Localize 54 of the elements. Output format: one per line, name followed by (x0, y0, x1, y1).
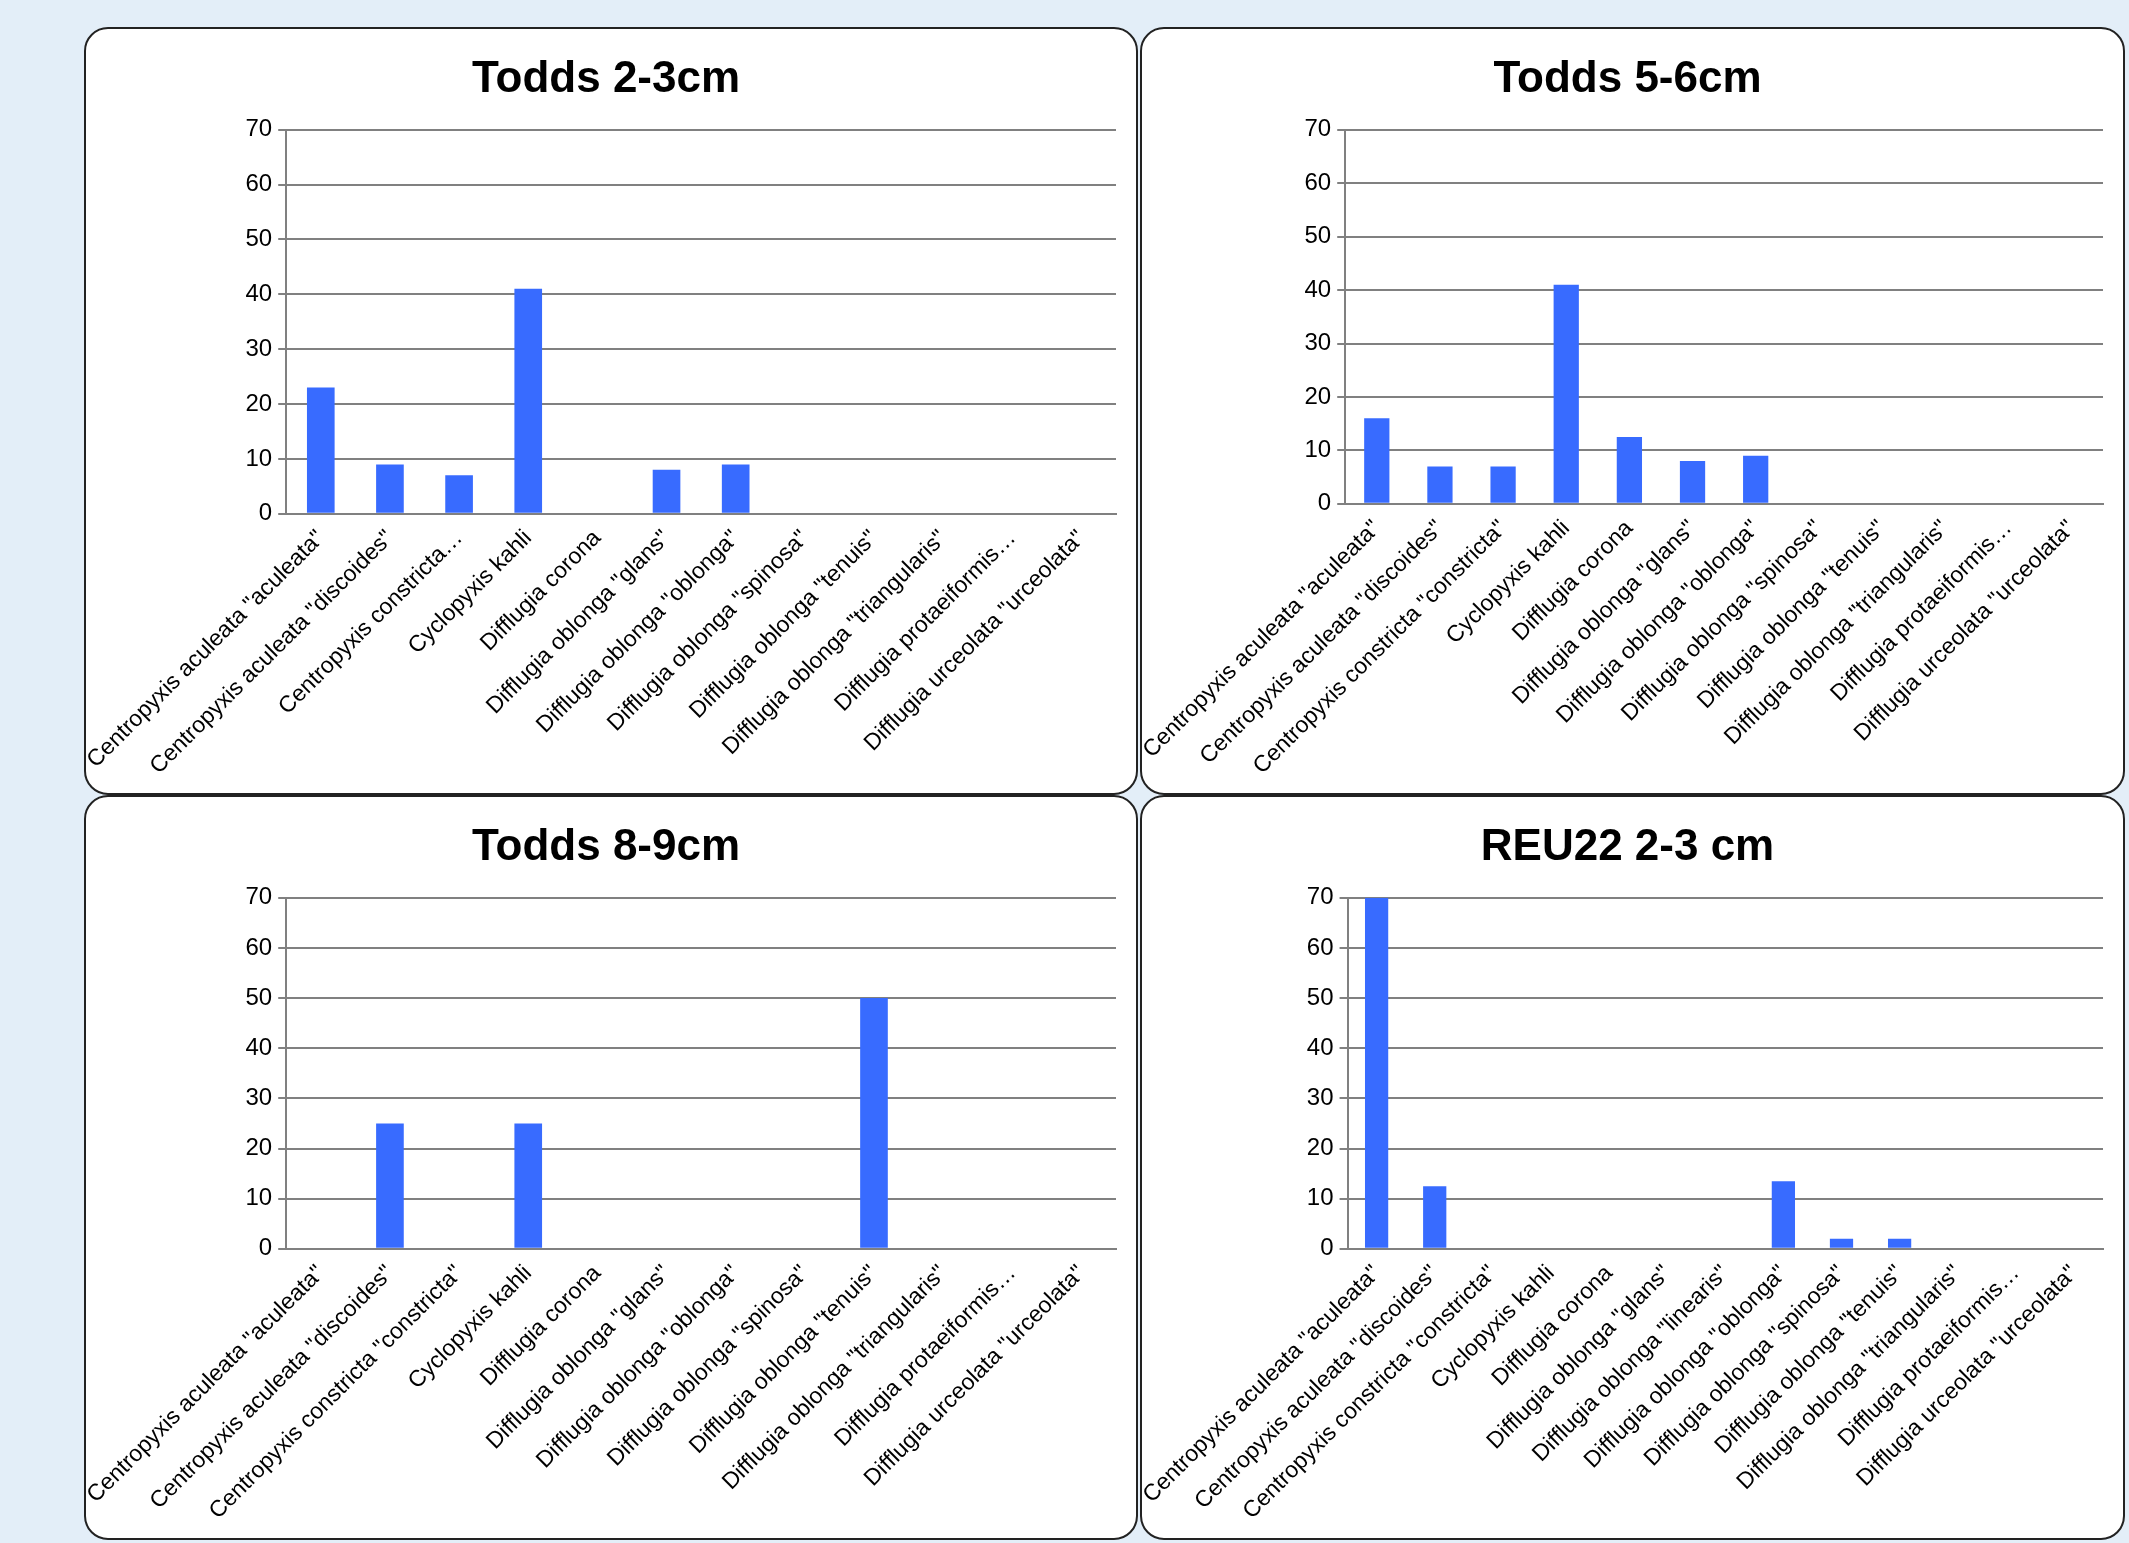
y-tick-label: 70 (1304, 114, 1332, 142)
chart-title: Todds 8-9cm (471, 819, 741, 869)
bar (1829, 1238, 1854, 1248)
bar (1887, 1238, 1912, 1248)
y-tick-label: 70 (245, 882, 273, 910)
y-tick-label: 60 (1304, 167, 1332, 195)
bar (1364, 897, 1389, 1248)
y-tick-label: 60 (1306, 932, 1334, 960)
y-tick-label: 60 (245, 169, 273, 197)
bar (376, 464, 404, 513)
y-tick-label: 50 (1306, 982, 1334, 1010)
y-tick-label: 20 (1304, 381, 1332, 409)
bar (1364, 418, 1390, 503)
y-tick-label: 10 (1306, 1183, 1334, 1211)
y-tick-label: 50 (1304, 221, 1332, 249)
y-tick-label: 20 (1306, 1133, 1334, 1161)
bar (652, 469, 681, 513)
chart-title: Todds 5-6cm (1493, 51, 1762, 101)
chart-title: REU22 2-3 cm (1480, 819, 1775, 869)
bar (445, 475, 473, 513)
y-tick-label: 10 (245, 1183, 273, 1211)
y-tick-label: 10 (1304, 435, 1332, 463)
y-tick-label: 20 (245, 388, 273, 416)
y-tick-label: 40 (245, 278, 273, 306)
bar (1679, 461, 1706, 503)
y-tick-label: 0 (1317, 488, 1332, 516)
bar (514, 288, 543, 513)
y-tick-label: 30 (245, 333, 273, 361)
bar (1427, 466, 1453, 503)
bar (1490, 466, 1516, 503)
y-tick-label: 30 (245, 1083, 273, 1111)
y-tick-label: 0 (258, 498, 273, 526)
y-tick-label: 40 (1306, 1032, 1334, 1060)
bar (721, 464, 750, 513)
y-tick-label: 70 (245, 114, 273, 142)
y-tick-label: 50 (245, 224, 273, 252)
bar (1423, 1186, 1447, 1248)
chart-title: Todds 2-3cm (471, 51, 741, 101)
y-tick-label: 0 (258, 1233, 273, 1261)
y-tick-label: 70 (1306, 882, 1334, 910)
bar (1771, 1181, 1796, 1248)
y-tick-label: 10 (245, 443, 273, 471)
bar (1553, 284, 1579, 503)
y-tick-label: 60 (245, 932, 273, 960)
y-tick-label: 0 (1320, 1233, 1334, 1261)
bar (306, 387, 335, 513)
y-tick-label: 40 (1304, 274, 1332, 302)
y-tick-label: 50 (245, 982, 273, 1010)
y-tick-label: 30 (1304, 328, 1332, 356)
bar (1616, 437, 1643, 503)
bar (1743, 455, 1769, 503)
y-tick-label: 40 (245, 1032, 273, 1060)
y-tick-label: 20 (245, 1133, 273, 1161)
y-tick-label: 30 (1306, 1083, 1334, 1111)
